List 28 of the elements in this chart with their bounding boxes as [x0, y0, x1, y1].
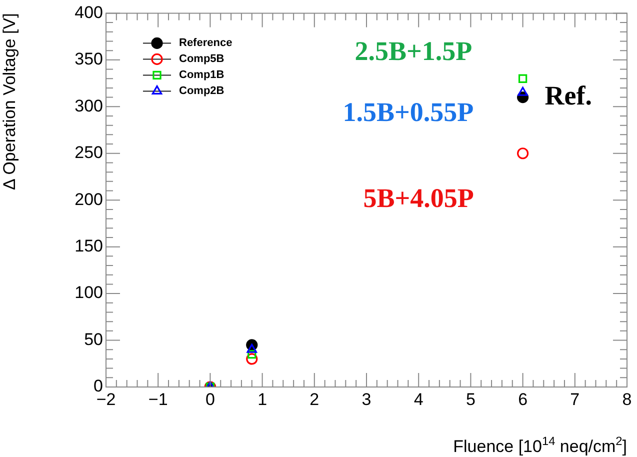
annotation: Ref. [544, 80, 592, 110]
y-tick-label: 150 [74, 236, 103, 256]
y-axis-title: Δ Operation Voltage [V] [0, 13, 19, 190]
x-tick-label: −1 [148, 390, 168, 409]
y-tick-label: 200 [74, 190, 103, 209]
x-tick-label: 8 [622, 390, 632, 409]
y-tick-label: 100 [74, 283, 103, 302]
legend-label: Comp2B [179, 85, 224, 98]
y-tick-label: 400 [74, 2, 103, 22]
y-tick-label: 50 [84, 330, 103, 349]
y-tick-label: 350 [74, 50, 103, 69]
annotation: 1.5B+0.55P [342, 97, 474, 128]
x-tick-label: 7 [570, 390, 580, 409]
x-tick-label: 6 [518, 390, 528, 409]
legend-label: Comp5B [179, 53, 224, 66]
annotation: 5B+4.05P [363, 183, 474, 214]
x-tick-label: 0 [205, 390, 215, 409]
y-tick-label: 0 [94, 376, 103, 396]
x-tick-label: 2 [310, 390, 320, 409]
legend-label: Comp1B [179, 69, 224, 82]
legend-label: Reference [179, 37, 232, 50]
x-tick-label: 4 [414, 390, 424, 409]
x-tick-label: 5 [466, 390, 476, 409]
x-tick-label: 1 [258, 390, 268, 409]
y-tick-label: 250 [74, 143, 103, 162]
x-tick-label: 3 [362, 390, 372, 409]
y-tick-label: 300 [74, 96, 103, 116]
annotation: 2.5B+1.5P [354, 36, 472, 66]
